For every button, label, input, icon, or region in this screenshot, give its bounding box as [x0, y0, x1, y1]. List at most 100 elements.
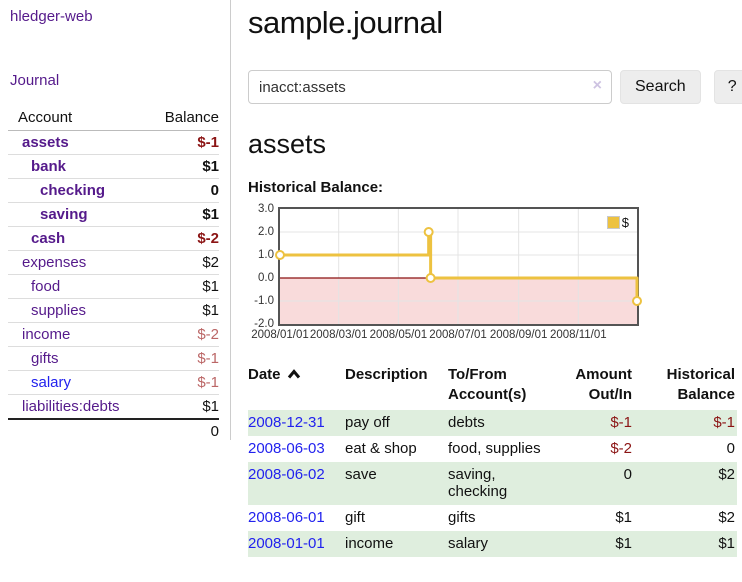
account-balance: $1 — [149, 298, 219, 323]
register-row: 2008-01-01 income salary $1 $1 — [248, 531, 737, 557]
account-balance: $1 — [149, 274, 219, 299]
register-row: 2008-06-01 gift gifts $1 $2 — [248, 505, 737, 531]
account-balance: $1 — [149, 394, 219, 419]
account-balance: $1 — [149, 154, 219, 179]
y-tick-label: -1.0 — [254, 295, 274, 307]
clear-search-icon[interactable]: × — [592, 77, 602, 94]
transaction-date-link[interactable]: 2008-06-02 — [248, 466, 325, 483]
account-link-expenses[interactable]: expenses — [22, 254, 87, 271]
y-tick-label: 0.0 — [258, 272, 274, 284]
x-tick-label: 2008/03/01 — [309, 329, 368, 341]
account-link-liabilities-debts[interactable]: liabilities:debts — [22, 398, 120, 415]
accounts-header-account: Account — [18, 109, 73, 126]
x-tick-label: 2008/05/01 — [369, 329, 428, 341]
transaction-accounts: debts — [448, 414, 485, 431]
account-row: income $-2 — [8, 322, 219, 347]
register-header-date[interactable]: Date — [248, 362, 345, 410]
account-row: checking 0 — [8, 178, 219, 203]
account-link-saving[interactable]: saving — [40, 206, 88, 223]
transaction-description: save — [345, 466, 377, 483]
transaction-description: income — [345, 535, 394, 552]
transaction-amount: $1 — [615, 509, 632, 526]
account-link-gifts[interactable]: gifts — [31, 350, 59, 367]
main-content: sample.journal × Search ? assets Histori… — [248, 0, 742, 557]
account-row: gifts $-1 — [8, 346, 219, 371]
account-row: food $1 — [8, 274, 219, 299]
transaction-date-link[interactable]: 2008-06-03 — [248, 440, 325, 457]
account-balance: $-1 — [149, 370, 219, 395]
legend-swatch-icon — [606, 216, 620, 229]
y-tick-label: 3.0 — [258, 203, 274, 215]
account-link-food[interactable]: food — [31, 278, 61, 295]
sort-ascending-icon — [287, 366, 301, 383]
transaction-accounts: salary — [448, 535, 489, 552]
register-table: Date Description To/From Account(s) Amou… — [248, 362, 737, 557]
y-tick-label: 1.0 — [258, 249, 274, 261]
app-brand-link[interactable]: hledger-web — [10, 8, 93, 25]
account-row: bank $1 — [8, 154, 219, 179]
help-button[interactable]: ? — [713, 70, 742, 104]
transaction-accounts: food, supplies — [448, 440, 541, 457]
account-link-cash[interactable]: cash — [31, 230, 66, 247]
register-header-accounts: To/From Account(s) — [448, 366, 527, 403]
account-row: liabilities:debts $1 — [8, 394, 219, 419]
accounts-table: Account Balance assets $-1 bank $1 check… — [8, 106, 219, 443]
register-header-amount: Amount Out/In — [575, 366, 632, 403]
account-link-income[interactable]: income — [22, 326, 71, 343]
transaction-balance: $2 — [718, 466, 735, 483]
account-row: assets $-1 — [8, 130, 219, 155]
account-row: saving $1 — [8, 202, 219, 227]
register-header-balance: Historical Balance — [666, 366, 735, 403]
historical-balance-label: Historical Balance: — [248, 179, 384, 196]
transaction-amount: $1 — [615, 535, 632, 552]
transaction-description: pay off — [345, 414, 390, 431]
transaction-date-link[interactable]: 2008-06-01 — [248, 509, 325, 526]
page-title: sample.journal — [248, 5, 443, 40]
register-header-description: Description — [345, 366, 428, 383]
account-link-bank[interactable]: bank — [31, 158, 67, 175]
accounts-total-row: 0 — [8, 418, 219, 443]
account-row: expenses $2 — [8, 250, 219, 275]
x-tick-label: 2008/01/01 — [251, 329, 309, 341]
transaction-accounts: gifts — [448, 509, 476, 526]
sidebar: hledger-web Journal Account Balance asse… — [0, 0, 231, 443]
register-header-row: Date Description To/From Account(s) Amou… — [248, 362, 737, 410]
x-tick-label: 2008/09/01 — [489, 329, 548, 341]
transaction-description: eat & shop — [345, 440, 417, 457]
account-balance: $1 — [149, 202, 219, 227]
register-row: 2008-12-31 pay off debts $-1 $-1 — [248, 410, 737, 436]
account-row: supplies $1 — [8, 298, 219, 323]
account-link-salary[interactable]: salary — [31, 374, 72, 391]
account-balance: $-1 — [149, 346, 219, 371]
transaction-balance: $1 — [718, 535, 735, 552]
transaction-date-link[interactable]: 2008-12-31 — [248, 414, 325, 431]
search-button[interactable]: Search — [620, 70, 701, 104]
account-link-checking[interactable]: checking — [40, 182, 106, 199]
account-link-supplies[interactable]: supplies — [31, 302, 87, 319]
transaction-balance: 0 — [726, 440, 735, 457]
chart-legend: $ — [605, 214, 630, 231]
legend-label: $ — [621, 215, 629, 230]
accounts-total-value: 0 — [149, 418, 219, 443]
search-input[interactable] — [248, 70, 612, 104]
search-form: × Search ? — [248, 70, 742, 104]
transaction-accounts: saving, checking — [448, 466, 508, 500]
sidebar-item-journal[interactable]: Journal — [10, 72, 60, 89]
account-link-assets[interactable]: assets — [22, 134, 69, 151]
account-row: salary $-1 — [8, 370, 219, 395]
transaction-description: gift — [345, 509, 366, 526]
transaction-balance: $-1 — [713, 414, 735, 431]
balance-chart: $ 3.0 2.0 1.0 0.0 -1.0 -2.0 2008/01/01 2008/03/… — [248, 203, 737, 343]
account-balance: $-2 — [149, 322, 219, 347]
chart-plot: $ — [275, 207, 642, 326]
y-tick-label: -2.0 — [254, 318, 274, 330]
account-balance: 0 — [149, 178, 219, 203]
register-row: 2008-06-03 eat & shop food, supplies $-2… — [248, 436, 737, 462]
transaction-date-link[interactable]: 2008-01-01 — [248, 535, 325, 552]
accounts-header-balance: Balance — [164, 109, 219, 126]
y-tick-label: 2.0 — [258, 226, 274, 238]
account-balance: $-2 — [149, 226, 219, 251]
x-tick-label: 2008/11/01 — [549, 329, 607, 341]
transaction-balance: $2 — [718, 509, 735, 526]
transaction-amount: 0 — [623, 466, 632, 483]
